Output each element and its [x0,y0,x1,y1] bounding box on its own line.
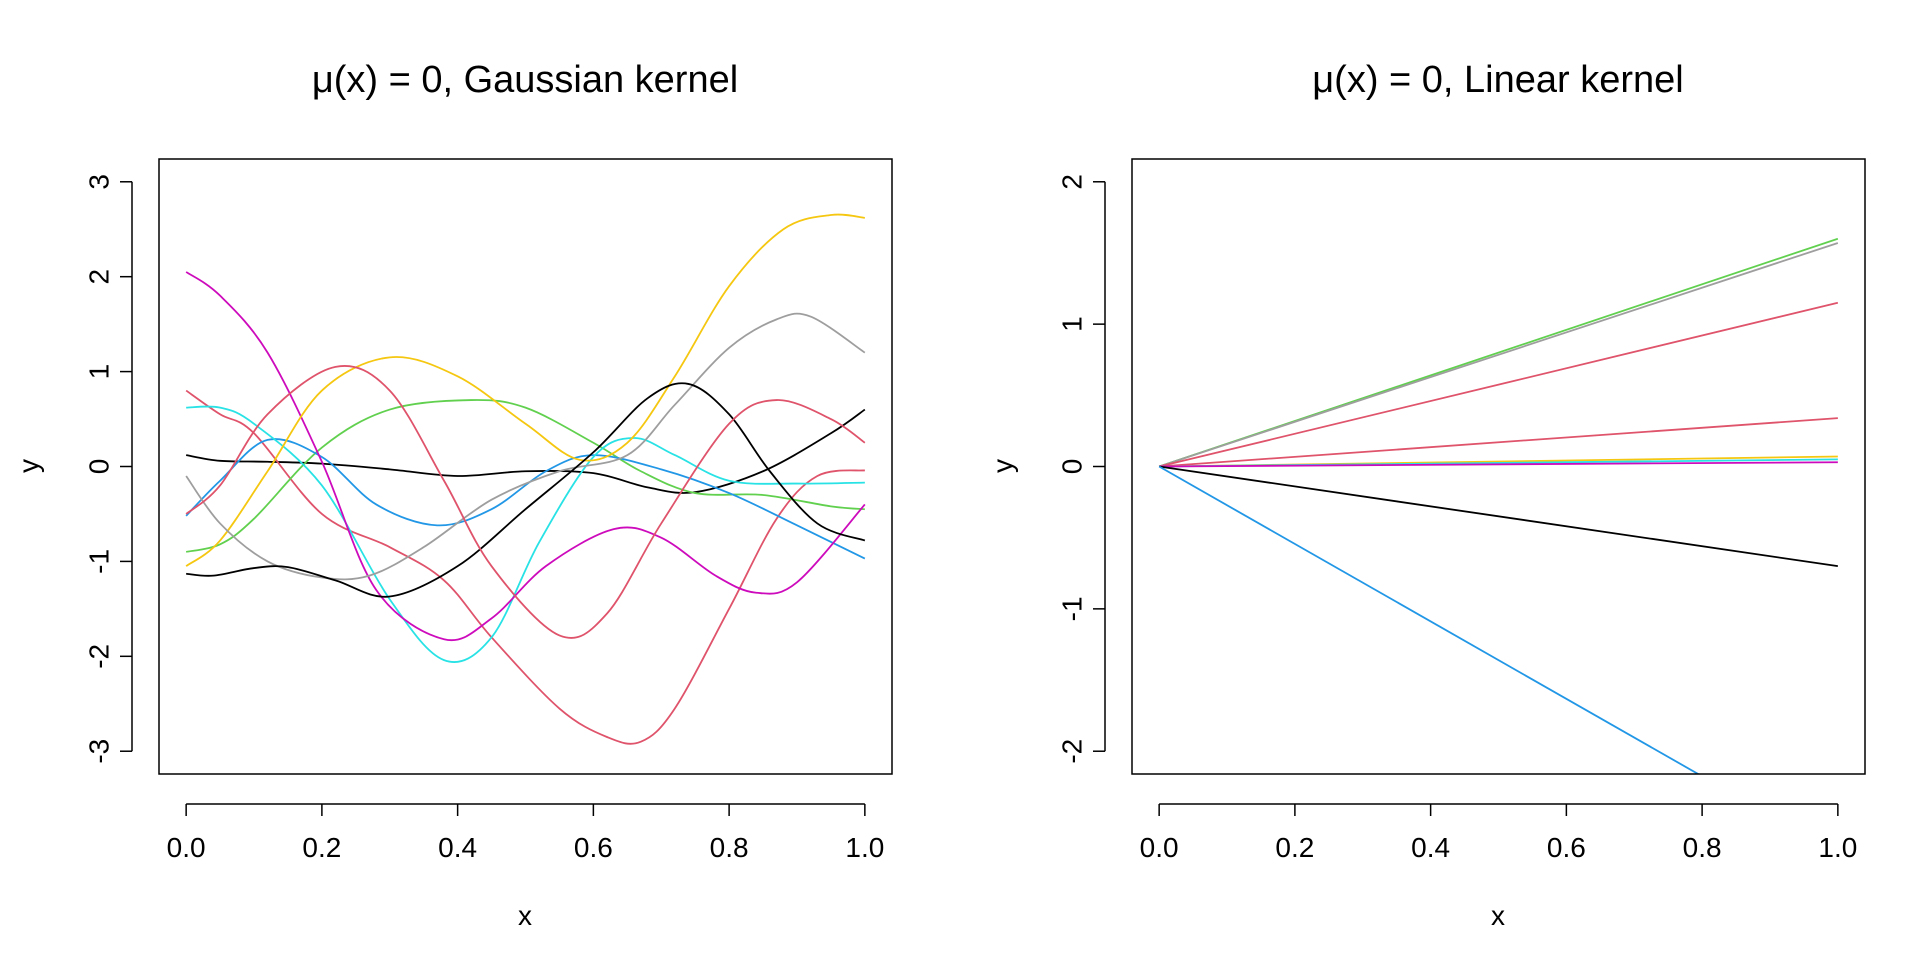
y-tick-label: 2 [84,269,115,285]
x-axis-label: x [518,900,532,931]
series-line-7 [1159,461,1838,468]
series-line-3 [185,399,865,553]
y-tick-label: 3 [84,174,115,190]
gaussian-kernel-panel: μ(x) = 0, Gaussian kernel 0.0 0.2 0.4 0.6 0.… [13,59,893,931]
series-line-5 [186,405,865,663]
x-tick-label: 0.4 [438,832,477,863]
x-tick-label: 1.0 [1818,832,1857,863]
y-tick-label: -2 [1057,739,1088,764]
x-tick-label: 1.0 [845,832,884,863]
y-axis: -2 -1 0 1 2 [1057,174,1106,764]
y-axis-label: y [13,459,44,473]
x-tick-label: 0.0 [1140,832,1179,863]
x-tick-label: 0.8 [1683,832,1722,863]
y-tick-label: 2 [1057,174,1088,190]
x-axis-label: x [1491,900,1505,931]
y-tick-label: 0 [1057,459,1088,475]
series-line-2 [1158,242,1839,468]
series-line-9 [1158,465,1700,774]
series-line-8 [185,312,866,581]
y-tick-label: 0 [84,459,115,475]
series-line-9 [186,382,866,598]
x-tick-label: 0.4 [1411,832,1450,863]
chart-title: μ(x) = 0, Linear kernel [1312,59,1683,101]
x-tick-label: 0.6 [574,832,613,863]
y-axis-label: y [987,459,1018,473]
series-line-4 [185,438,866,560]
y-axis: -3 -2 -1 0 1 2 3 [84,174,133,764]
y-tick-label: 1 [1057,316,1088,332]
x-axis: 0.0 0.2 0.4 0.6 0.8 1.0 [167,803,884,863]
plot-frame [158,158,893,775]
series-line-2 [185,389,865,745]
y-tick-label: -3 [84,739,115,764]
chart-title: μ(x) = 0, Gaussian kernel [312,59,738,101]
x-tick-label: 0.6 [1547,832,1586,863]
y-tick-label: 1 [84,364,115,380]
x-tick-label: 0.2 [302,832,341,863]
series-line-3 [1158,301,1839,468]
y-tick-label: -1 [1057,596,1088,621]
series-line-6 [185,271,866,642]
y-tick-label: -1 [84,549,115,574]
series-line-4 [1159,417,1838,468]
series-line-8 [1159,465,1838,568]
plot-frame [1131,158,1866,775]
series-line-10 [185,365,866,639]
x-tick-label: 0.8 [710,832,749,863]
series-line-7 [185,213,865,567]
series-line-1 [186,408,866,494]
linear-kernel-panel: μ(x) = 0, Linear kernel 0.0 0.2 0.4 0.6 0.8 1… [987,59,1866,931]
x-tick-label: 0.0 [167,832,206,863]
x-axis: 0.0 0.2 0.4 0.6 0.8 1.0 [1140,803,1857,863]
y-tick-label: -2 [84,644,115,669]
x-tick-label: 0.2 [1275,832,1314,863]
